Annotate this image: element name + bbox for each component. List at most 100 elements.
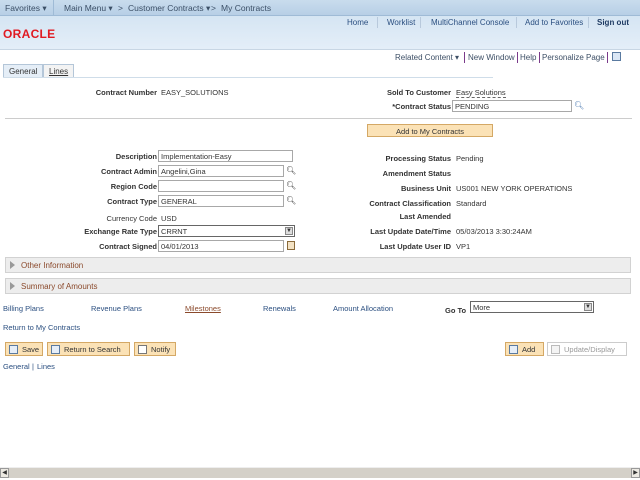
lookup-icon[interactable]: 🔍︎ xyxy=(286,181,297,190)
layout-icon[interactable] xyxy=(612,52,621,61)
oracle-logo: ORACLE xyxy=(3,27,56,41)
breadcrumb-separator: > xyxy=(211,3,216,13)
worklist-link[interactable]: Worklist xyxy=(387,18,416,27)
contract-admin-label: Contract Admin xyxy=(101,167,157,176)
footer-separator: | xyxy=(32,362,34,371)
tab-general[interactable]: General xyxy=(3,64,44,77)
lookup-icon[interactable]: 🔍︎ xyxy=(574,101,585,110)
sold-to-customer-label: Sold To Customer xyxy=(386,88,451,97)
notify-icon xyxy=(138,345,147,354)
contract-admin-input[interactable]: Angelini,Gina xyxy=(158,165,284,177)
return-to-search-button[interactable]: Return to Search xyxy=(47,342,130,356)
tab-lines[interactable]: Lines xyxy=(43,64,75,77)
add-to-my-contracts-button[interactable]: Add to My Contracts xyxy=(367,124,493,137)
expand-arrow-icon xyxy=(10,261,15,269)
divider xyxy=(5,118,632,119)
notify-button[interactable]: Notify xyxy=(134,342,176,356)
contract-type-input[interactable]: GENERAL xyxy=(158,195,284,207)
home-link[interactable]: Home xyxy=(347,18,369,27)
divider xyxy=(464,52,465,63)
description-label: Description xyxy=(115,152,157,161)
divider xyxy=(607,52,608,63)
add-icon xyxy=(509,345,518,354)
exchange-rate-type-select[interactable]: CRRNT ▼ xyxy=(158,225,295,237)
billing-plans-link[interactable]: Billing Plans xyxy=(3,304,44,313)
processing-status-value: Pending xyxy=(456,154,484,163)
lookup-icon[interactable]: 🔍︎ xyxy=(286,166,297,175)
calendar-icon[interactable] xyxy=(287,241,295,250)
revenue-plans-link[interactable]: Revenue Plans xyxy=(91,304,142,313)
chevron-down-icon[interactable]: ▼ xyxy=(285,227,293,235)
breadcrumb-my-contracts[interactable]: My Contracts xyxy=(221,3,272,13)
business-unit-value: US001 NEW YORK OPERATIONS xyxy=(456,184,573,193)
personalize-page-link[interactable]: Personalize Page xyxy=(542,53,605,62)
contract-number-value: EASY_SOLUTIONS xyxy=(161,88,229,97)
amount-allocation-link[interactable]: Amount Allocation xyxy=(333,304,394,313)
last-update-datetime-label: Last Update Date/Time xyxy=(370,227,451,236)
scroll-left-icon[interactable]: ◀ xyxy=(0,468,9,478)
currency-code-value: USD xyxy=(161,214,177,223)
region-code-label: Region Code xyxy=(110,182,157,191)
go-to-select[interactable]: More ▼ xyxy=(470,301,594,313)
section-title[interactable]: Summary of Amounts xyxy=(21,282,98,291)
currency-code-label: Currency Code xyxy=(106,214,157,223)
contract-status-label: *Contract Status xyxy=(392,102,451,111)
search-icon xyxy=(51,345,60,354)
lookup-icon[interactable]: 🔍︎ xyxy=(286,196,297,205)
contract-signed-label: Contract Signed xyxy=(99,242,157,251)
add-to-favorites-link[interactable]: Add to Favorites xyxy=(525,18,584,27)
processing-status-label: Processing Status xyxy=(385,154,451,163)
divider xyxy=(420,17,421,28)
contract-signed-input[interactable]: 04/01/2013 xyxy=(158,240,284,252)
add-button[interactable]: Add xyxy=(505,342,544,356)
divider xyxy=(53,0,54,16)
summary-of-amounts-section[interactable]: Summary of Amounts xyxy=(5,278,631,294)
chevron-down-icon[interactable]: ▼ xyxy=(584,303,592,311)
amendment-status-label: Amendment Status xyxy=(382,169,451,178)
contract-type-label: Contract Type xyxy=(107,197,157,206)
multichannel-console-link[interactable]: MultiChannel Console xyxy=(431,18,510,27)
new-window-link[interactable]: New Window xyxy=(468,53,515,62)
update-icon xyxy=(551,345,560,354)
help-link[interactable]: Help xyxy=(520,53,537,62)
business-unit-label: Business Unit xyxy=(400,184,451,193)
return-to-my-contracts-link[interactable]: Return to My Contracts xyxy=(3,323,81,332)
milestones-link[interactable]: Milestones xyxy=(185,304,221,313)
divider xyxy=(377,17,378,28)
horizontal-scrollbar[interactable]: ◀ ▶ xyxy=(0,467,640,478)
related-content-menu[interactable]: Related Content ▾ xyxy=(395,53,460,62)
favorites-menu[interactable]: Favorites ▾ xyxy=(5,3,47,13)
top-menu-bar: Favorites ▾ Main Menu ▾ > Customer Contr… xyxy=(0,0,640,16)
update-display-button[interactable]: Update/Display xyxy=(547,342,627,356)
section-title[interactable]: Other Information xyxy=(21,261,84,270)
divider xyxy=(539,52,540,63)
sold-to-customer-value[interactable]: Easy Solutions xyxy=(456,88,506,98)
sign-out-link[interactable]: Sign out xyxy=(597,18,629,27)
footer-general-link[interactable]: General xyxy=(3,362,30,371)
save-button[interactable]: Save xyxy=(5,342,43,356)
contract-classification-label: Contract Classification xyxy=(369,199,451,208)
last-update-user-label: Last Update User ID xyxy=(379,242,451,251)
tab-underline xyxy=(3,77,493,78)
exchange-rate-type-label: Exchange Rate Type xyxy=(84,227,157,236)
breadcrumb-separator: > xyxy=(118,3,123,13)
go-to-label: Go To xyxy=(445,306,467,315)
contract-number-label: Contract Number xyxy=(95,88,157,97)
breadcrumb-customer-contracts[interactable]: Customer Contracts ▾ xyxy=(128,3,211,13)
last-amended-label: Last Amended xyxy=(399,212,451,221)
expand-arrow-icon xyxy=(10,282,15,290)
renewals-link[interactable]: Renewals xyxy=(263,304,296,313)
scroll-right-icon[interactable]: ▶ xyxy=(631,468,640,478)
footer-lines-link[interactable]: Lines xyxy=(37,362,55,371)
other-information-section[interactable]: Other Information xyxy=(5,257,631,273)
save-icon xyxy=(9,345,18,354)
main-menu[interactable]: Main Menu ▾ xyxy=(64,3,113,13)
last-update-user-value: VP1 xyxy=(456,242,471,251)
contract-classification-value: Standard xyxy=(456,199,487,208)
divider xyxy=(588,17,589,28)
contract-status-input[interactable]: PENDING xyxy=(452,100,572,112)
description-input[interactable]: Implementation-Easy xyxy=(158,150,293,162)
region-code-input[interactable] xyxy=(158,180,284,192)
last-update-datetime-value: 05/03/2013 3:30:24AM xyxy=(456,227,532,236)
divider xyxy=(516,17,517,28)
